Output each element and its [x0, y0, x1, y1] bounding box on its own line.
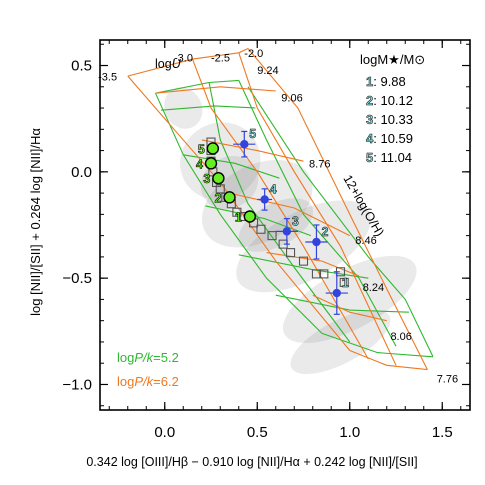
constant-U-line	[191, 58, 369, 360]
y-tick-label: 0.0	[71, 164, 92, 181]
constant-Z-line	[201, 139, 304, 162]
x-tick-label: 1.0	[339, 424, 360, 441]
green-point-label: 4	[196, 157, 203, 171]
pressure-legend-orange: logP/k=6.2	[117, 374, 179, 389]
mass-legend-value: : 10.12	[373, 93, 413, 108]
green-point-label: 2	[215, 191, 222, 205]
mass-legend-number: 5	[366, 150, 373, 165]
stack-point	[215, 184, 225, 194]
blue-point	[282, 227, 292, 236]
mass-legend-entry: 5: 11.04	[366, 150, 412, 165]
plot-frame	[99, 39, 471, 411]
x-tick-label: 0.0	[154, 424, 175, 441]
constant-U-line	[247, 86, 434, 358]
grid-orange	[127, 48, 428, 371]
metallicity-tick-label: 8.46	[355, 235, 376, 247]
mass-legend-entry: 3: 10.33	[366, 112, 413, 127]
svg-text:logU: logU	[155, 57, 182, 71]
stack-point	[319, 269, 329, 279]
density-contour	[200, 156, 259, 209]
stack-point	[339, 277, 349, 287]
mass-legend-number: 1	[366, 74, 373, 89]
mass-legend-entry: 2: 10.12	[366, 93, 413, 108]
metallicity-tick-label: 8.06	[390, 331, 411, 343]
green-point-label: 1	[235, 210, 242, 224]
mass-legend-entry: 4: 10.59	[366, 131, 413, 146]
mass-legend-value: : 10.33	[373, 112, 413, 127]
constant-Z-line	[229, 192, 351, 237]
model-grids	[127, 48, 434, 371]
blue-point-label: 1	[342, 276, 349, 290]
constant-Z-line	[127, 48, 249, 77]
logU-tick-label: -3.0	[174, 52, 193, 64]
logU-tick-label: -3.5	[98, 71, 117, 83]
logU-tick-label: -2.0	[244, 48, 263, 60]
constant-Z-line	[155, 86, 276, 94]
y-tick-label: −0.5	[62, 270, 92, 287]
density-contour	[282, 255, 417, 343]
blue-point-label: 5	[249, 127, 256, 141]
blue-point-label: 4	[270, 182, 277, 196]
stack-point	[256, 224, 266, 234]
mass-legend-value: : 9.88	[373, 74, 406, 89]
stack-point	[298, 256, 309, 266]
blue-point	[312, 237, 321, 247]
metallicity-tick-label: 9.06	[281, 93, 302, 105]
mass-legend: logM★/M⊙ 1: 9.882: 10.123: 10.334: 10.59…	[360, 52, 425, 165]
density-contour	[290, 309, 391, 375]
metallicity-tick-label: 8.24	[363, 282, 384, 294]
constant-U-line	[208, 82, 351, 343]
mass-legend-value: : 11.04	[373, 150, 412, 165]
constant-U-line	[247, 48, 428, 370]
metallicity-tick-label: 7.76	[437, 373, 458, 385]
green-point	[243, 210, 257, 223]
constant-Z-line	[275, 294, 409, 313]
constant-U-line	[238, 52, 397, 366]
mass-legend-number: 3	[366, 112, 373, 127]
pressure-legend: logP/k=5.2 logP/k=6.2	[117, 350, 179, 389]
mass-legend-title: logM★/M⊙	[360, 52, 425, 67]
green-point	[206, 142, 220, 155]
y-tick-label: 0.5	[71, 58, 92, 75]
blue-point	[260, 195, 269, 204]
y-axis-label: log [NII]/[SII] + 0.264 log [NII]/Hα	[28, 128, 43, 316]
green-point-label: 3	[203, 172, 210, 186]
mass-legend-number: 2	[366, 93, 373, 108]
constant-U-line	[238, 80, 397, 347]
density-contour	[238, 198, 314, 252]
stack-point	[311, 269, 322, 279]
blue-point	[240, 139, 249, 149]
constant-U-line	[154, 92, 323, 334]
logU-title: logU	[155, 57, 182, 71]
logU-tick-label: -2.5	[211, 52, 230, 64]
x-tick-label: 1.5	[432, 424, 453, 441]
mass-legend-entry: 1: 9.88	[366, 74, 406, 89]
constant-Z-line	[266, 252, 360, 277]
x-tick-label: 0.5	[247, 424, 268, 441]
metallicity-tick-label: 8.76	[309, 159, 330, 171]
stack-point	[285, 248, 296, 258]
blue-point	[332, 288, 341, 298]
mass-legend-value: : 10.59	[373, 131, 413, 146]
metallicity-tick-label: 9.24	[257, 65, 278, 77]
green-point	[204, 157, 218, 170]
constant-Z-line	[349, 349, 428, 371]
green-point	[223, 191, 236, 204]
stack-point	[267, 231, 277, 241]
constant-Z-line	[160, 105, 256, 111]
mass-legend-number: 4	[366, 131, 374, 146]
grid-labels: -3.5 -3.0 -2.5 -2.0 9.24 9.06 8.76 8.46 8.24 8.06…	[98, 48, 458, 385]
y-tick-label: −1.0	[62, 376, 92, 393]
green-point	[212, 172, 225, 185]
constant-Z-line	[205, 205, 312, 237]
blue-point-label: 3	[292, 214, 299, 228]
axes: 0.0 0.5 1.0 1.5 0.5 0.0 −0.5 −1.0	[62, 40, 470, 441]
blue-point-label: 2	[321, 225, 328, 239]
x-axis-label: 0.342 log [OIII]/Hβ − 0.910 log [NII]/Hα…	[86, 455, 417, 469]
constant-Z-line	[183, 154, 280, 179]
pressure-legend-green: logP/k=5.2	[117, 350, 179, 365]
green-point-label: 5	[198, 142, 205, 156]
